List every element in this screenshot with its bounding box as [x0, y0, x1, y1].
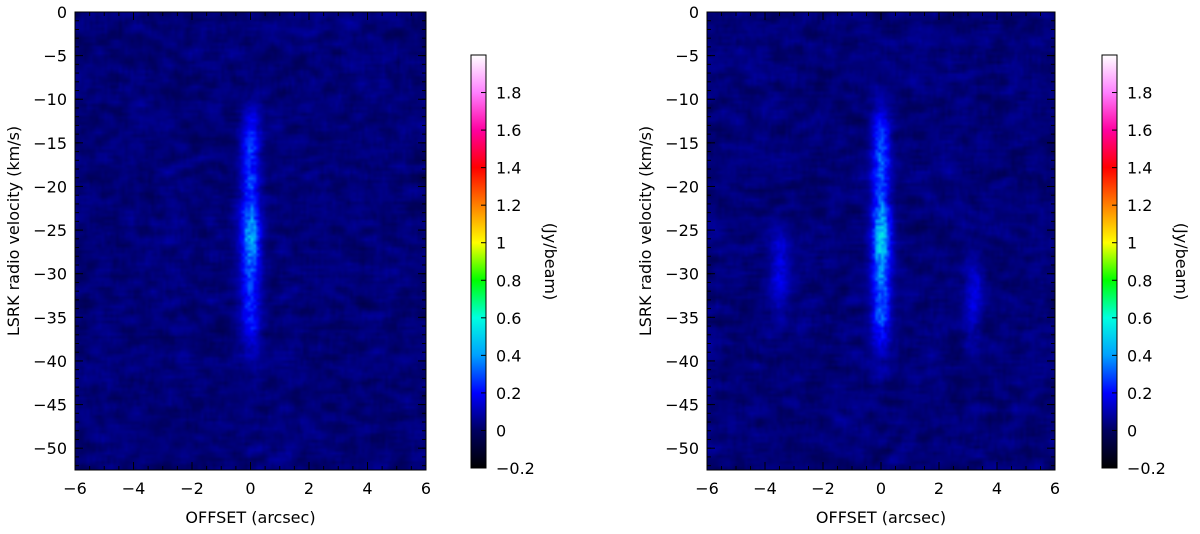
x-tick-label: −4: [753, 479, 777, 498]
x-tick-label: 6: [421, 479, 431, 498]
colorbar-tick-label: 0.8: [496, 271, 521, 290]
colorbar-tick-label: 0.4: [496, 346, 521, 365]
x-tick-label: −2: [180, 479, 204, 498]
colorbar-tick-label: 0.2: [1127, 384, 1152, 403]
y-tick-label: −30: [665, 265, 699, 284]
colorbar-tick-label: 1.8: [1127, 84, 1152, 103]
x-tick-label: 4: [362, 479, 372, 498]
y-tick-label: −30: [33, 265, 67, 284]
x-axis-label: OFFSET (arcsec): [816, 508, 946, 527]
colorbar-tick-label: 0.2: [496, 384, 521, 403]
x-tick-label: −6: [63, 479, 87, 498]
colorbar-label: (Jy/beam): [1172, 223, 1191, 300]
y-tick-label: −50: [33, 439, 67, 458]
y-tick-label: −10: [33, 90, 67, 109]
y-tick-label: −15: [33, 134, 67, 153]
colorbar-tick-label: 1.4: [496, 159, 521, 178]
y-tick-label: −25: [33, 221, 67, 240]
y-tick-label: −45: [665, 396, 699, 415]
y-tick-label: −20: [33, 177, 67, 196]
y-tick-label: −15: [665, 134, 699, 153]
y-axis-label: LSRK radio velocity (km/s): [4, 126, 23, 336]
colorbar-tick-label: −0.2: [496, 459, 535, 478]
colorbar-tick-label: 0.4: [1127, 346, 1152, 365]
x-tick-label: −6: [695, 479, 719, 498]
colorbar-tick-label: 1.4: [1127, 159, 1152, 178]
colorbar-tick-label: −0.2: [1127, 459, 1166, 478]
colorbar-label: (Jy/beam): [541, 223, 560, 300]
heatmap-image: [707, 12, 1055, 470]
y-axis-label: LSRK radio velocity (km/s): [636, 126, 655, 336]
colorbar-tick-label: 1: [1127, 234, 1137, 253]
colorbar-tick-label: 0.6: [1127, 309, 1152, 328]
x-tick-label: 0: [876, 479, 886, 498]
colorbar-tick-label: 0: [1127, 421, 1137, 440]
colorbar-tick-label: 1.2: [496, 196, 521, 215]
y-tick-label: −10: [665, 90, 699, 109]
y-tick-label: −5: [675, 47, 699, 66]
y-tick-label: −40: [33, 352, 67, 371]
colorbar-tick-label: 0.8: [1127, 271, 1152, 290]
y-tick-label: −40: [665, 352, 699, 371]
heatmap-image: [75, 12, 426, 470]
colorbar-tick-label: 1.6: [496, 121, 521, 140]
colorbar-tick-label: 0.6: [496, 309, 521, 328]
colorbar-tick-label: 1.2: [1127, 196, 1152, 215]
y-tick-label: 0: [57, 3, 67, 22]
chart-panel-2: −6 −4 −2 0 2 4 60−5−10−15−20−25−30−35−40−45−50…: [636, 3, 1191, 527]
y-tick-label: −5: [43, 47, 67, 66]
x-axis-label: OFFSET (arcsec): [185, 508, 315, 527]
x-tick-label: 2: [304, 479, 314, 498]
y-tick-label: −35: [665, 308, 699, 327]
x-tick-label: 2: [934, 479, 944, 498]
y-tick-label: −35: [33, 308, 67, 327]
x-tick-label: −4: [122, 479, 146, 498]
x-tick-label: 6: [1050, 479, 1060, 498]
x-tick-label: 4: [992, 479, 1002, 498]
chart-panel-1: −6 −4 −2 0 2 4 60−5−10−15−20−25−30−35−40−45−50…: [4, 3, 560, 527]
x-tick-label: 0: [245, 479, 255, 498]
y-tick-label: −50: [665, 439, 699, 458]
y-tick-label: −45: [33, 396, 67, 415]
colorbar-tick-label: 1: [496, 234, 506, 253]
y-tick-label: 0: [689, 3, 699, 22]
colorbar-tick-label: 0: [496, 421, 506, 440]
colorbar-tick-label: 1.6: [1127, 121, 1152, 140]
colorbar-tick-label: 1.8: [496, 84, 521, 103]
y-tick-label: −25: [665, 221, 699, 240]
x-tick-label: −2: [811, 479, 835, 498]
colorbar: [470, 54, 487, 469]
colorbar: [1101, 54, 1118, 469]
y-tick-label: −20: [665, 177, 699, 196]
